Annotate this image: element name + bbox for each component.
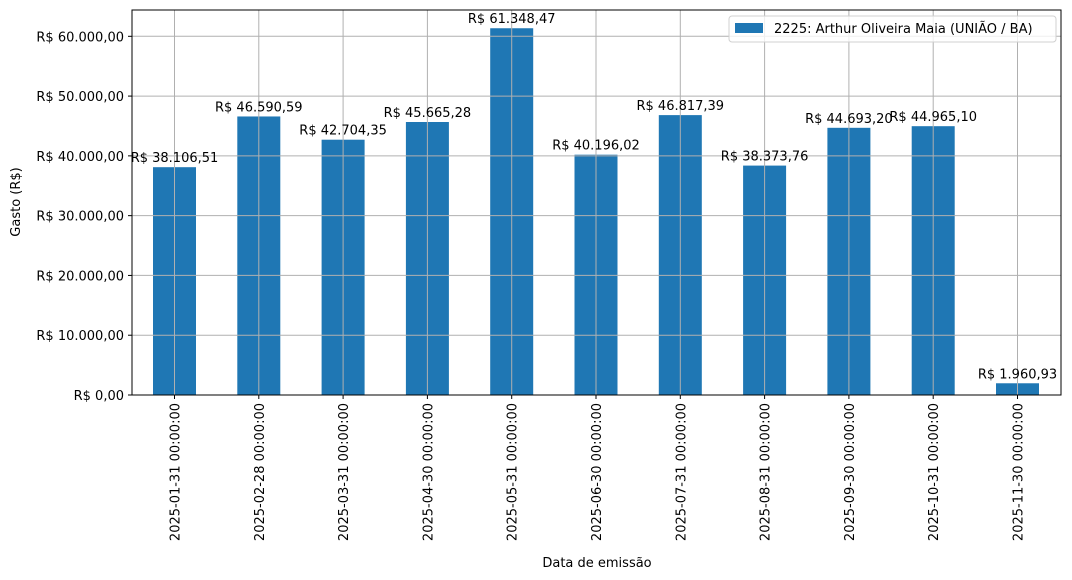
x-tick-label: 2025-10-31 00:00:00 bbox=[927, 403, 942, 541]
x-tick-label: 2025-11-30 00:00:00 bbox=[1012, 403, 1027, 541]
x-tick-label: 2025-04-30 00:00:00 bbox=[421, 403, 436, 541]
y-tick-label: R$ 40.000,00 bbox=[36, 150, 124, 165]
y-tick-label: R$ 50.000,00 bbox=[36, 90, 124, 105]
x-tick-label: 2025-03-31 00:00:00 bbox=[337, 403, 352, 541]
y-axis-ticks: R$ 0,00 R$ 10.000,00 R$ 20.000,00 R$ 30.000… bbox=[36, 30, 132, 404]
x-tick-label: 2025-05-31 00:00:00 bbox=[506, 403, 521, 541]
legend-frame bbox=[728, 15, 1057, 43]
x-tick-label: 2025-02-28 00:00:00 bbox=[253, 403, 268, 541]
legend-swatch bbox=[735, 23, 763, 33]
legend-label: 2225: Arthur Oliveira Maia (UNIÃO / BA) bbox=[774, 21, 1033, 37]
y-tick-label: R$ 30.000,00 bbox=[36, 210, 124, 225]
bar-value-label: R$ 46.817,39 bbox=[636, 99, 724, 114]
x-gridlines bbox=[174, 10, 1018, 395]
y-tick-label: R$ 0,00 bbox=[74, 389, 124, 404]
bar-value-label: R$ 40.196,02 bbox=[552, 139, 640, 154]
bar-value-label: R$ 1.960,93 bbox=[978, 367, 1057, 382]
bar-value-label: R$ 44.965,10 bbox=[889, 110, 977, 125]
y-axis-title: Gasto (R$) bbox=[9, 167, 24, 236]
y-tick-label: R$ 20.000,00 bbox=[36, 269, 124, 284]
x-tick-label: 2025-09-30 00:00:00 bbox=[843, 403, 858, 541]
x-tick-label: 2025-06-30 00:00:00 bbox=[590, 403, 605, 541]
x-tick-label: 2025-08-31 00:00:00 bbox=[759, 403, 774, 541]
bar-value-label: R$ 45.665,28 bbox=[384, 106, 472, 121]
x-tick-label: 2025-01-31 00:00:00 bbox=[169, 403, 184, 541]
x-tick-label: 2025-07-31 00:00:00 bbox=[674, 403, 689, 541]
bar-value-label: R$ 42.704,35 bbox=[299, 124, 387, 139]
bar-value-label: R$ 38.106,51 bbox=[131, 151, 219, 166]
bar-value-label: R$ 44.693,20 bbox=[805, 112, 893, 127]
bar-value-label: R$ 38.373,76 bbox=[721, 150, 809, 165]
x-axis-ticks: 2025-01-31 00:00:00 2025-02-28 00:00:00 20… bbox=[169, 395, 1027, 541]
y-tick-label: R$ 10.000,00 bbox=[36, 329, 124, 344]
x-axis-title: Data de emissão bbox=[542, 556, 651, 571]
bar-value-label: R$ 61.348,47 bbox=[468, 12, 556, 27]
bar-value-label: R$ 46.590,59 bbox=[215, 100, 303, 115]
bar-value-labels: R$ 38.106,51 R$ 46.590,59 R$ 42.704,35 R$ 4… bbox=[131, 12, 1057, 382]
y-tick-label: R$ 60.000,00 bbox=[36, 30, 124, 45]
legend: 2225: Arthur Oliveira Maia (UNIÃO / BA) bbox=[728, 15, 1057, 43]
